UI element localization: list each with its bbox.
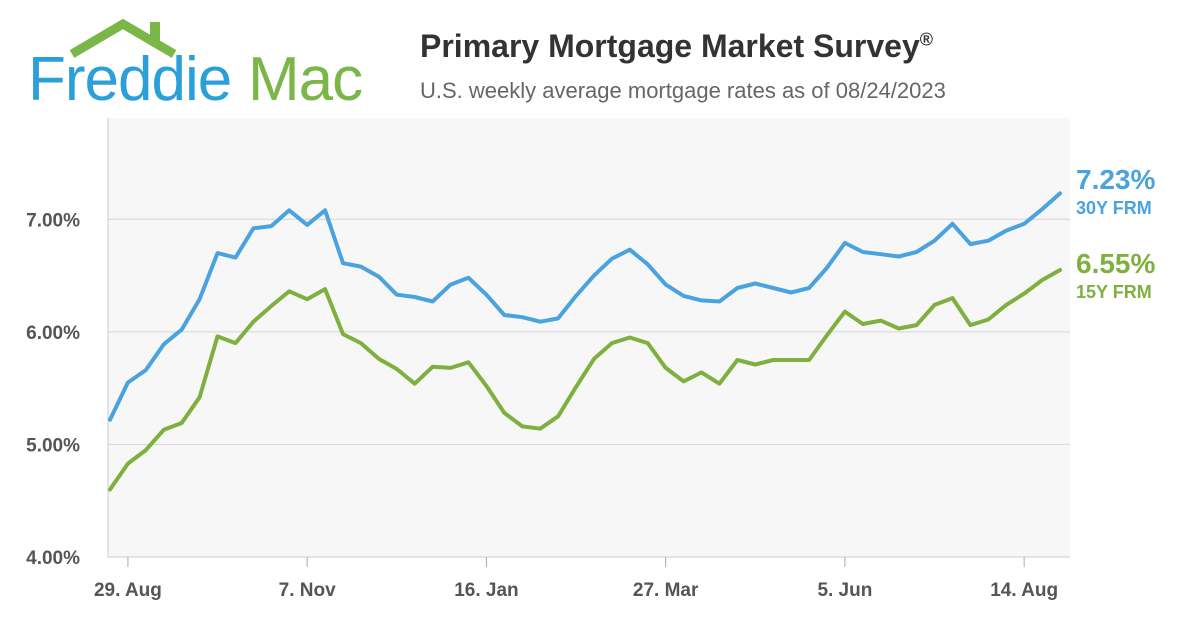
plot-area [108,118,1070,557]
y-tick-label: 4.00% [26,548,80,569]
end-value-30y: 7.23% [1076,164,1156,195]
end-name-15y: 15Y FRM [1076,282,1152,302]
registered-mark: ® [919,29,934,50]
end-value-15y: 6.55% [1076,248,1156,279]
y-tick-label: 6.00% [26,323,80,344]
x-tick-label: 29. Aug [94,580,162,601]
end-label-30y: 7.23% 30Y FRM [1076,164,1155,219]
series-line-30y-frm [108,191,1062,422]
end-label-15y: 6.55% 15Y FRM [1076,248,1155,303]
logo-word-freddie: Freddie [28,45,232,114]
logo-word-mac: Mac [248,45,363,114]
page-title: Primary Mortgage Market Survey® [420,28,933,65]
page-subtitle: U.S. weekly average mortgage rates as of… [420,78,946,103]
x-tick-label: 7. Nov [279,580,336,601]
end-name-30y: 30Y FRM [1076,198,1152,218]
x-tick-label: 27. Mar [633,580,699,601]
y-tick-label: 7.00% [26,210,80,231]
x-tick-label: 14. Aug [990,580,1058,601]
house-roof-icon [69,18,177,58]
x-tick-label: 16. Jan [454,580,518,601]
title-text: Primary Mortgage Market Survey [420,28,920,64]
x-tick-label: 5. Jun [817,580,872,601]
y-tick-label: 5.00% [26,435,80,456]
freddie-mac-logo: Freddie Mac [28,18,388,114]
series-line-15y-frm [108,268,1062,492]
